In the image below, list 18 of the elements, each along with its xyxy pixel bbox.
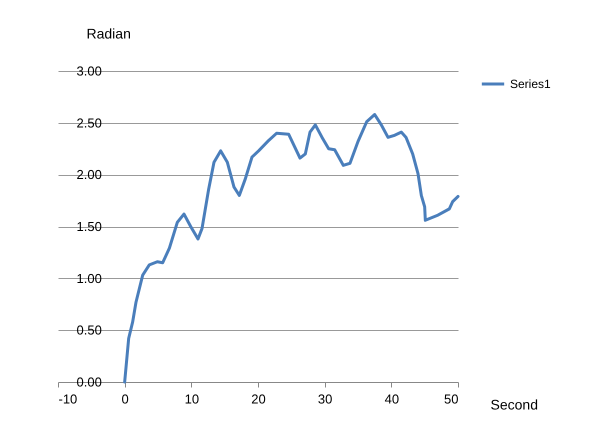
x-tick-label: 0 [122, 392, 129, 406]
x-tick-label: 50 [444, 392, 458, 406]
x-tick-label: -10 [58, 392, 78, 406]
x-axis-title: Second [490, 396, 538, 412]
x-tick-label: 30 [318, 392, 332, 406]
x-tick-label: 40 [384, 392, 400, 406]
y-tick-label: 1.00 [76, 270, 102, 286]
x-tick-label: 20 [251, 392, 266, 406]
y-axis-title: Radian [86, 26, 131, 42]
y-tick-label: 0.00 [76, 374, 102, 390]
y-tick-label: 0.50 [76, 322, 102, 338]
x-tick-label: 10 [184, 392, 200, 406]
y-tick-label: 2.00 [76, 167, 102, 182]
line-series [123, 113, 460, 384]
y-tick-label: 3.00 [76, 64, 102, 78]
y-tick-label: 2.50 [76, 115, 102, 130]
y-tick-label: 1.50 [76, 219, 102, 234]
legend-label: Series1 [510, 77, 552, 91]
